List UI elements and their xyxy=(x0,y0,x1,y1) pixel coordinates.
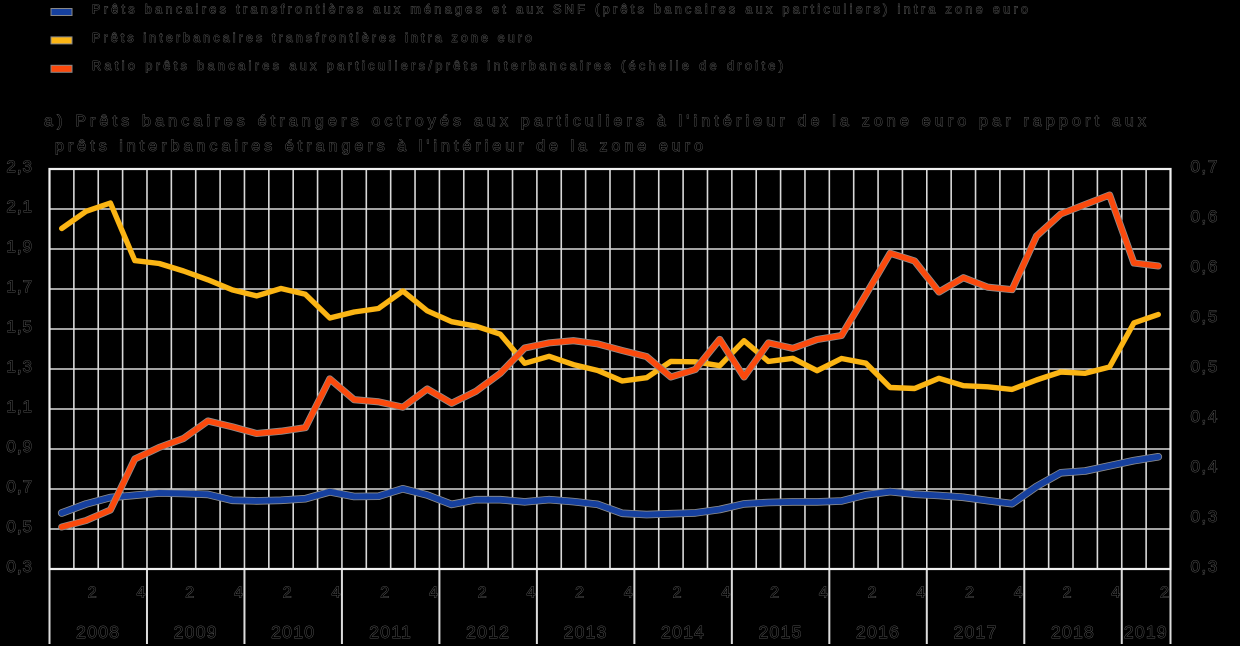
svg-text:4: 4 xyxy=(624,585,633,602)
svg-text:0,3: 0,3 xyxy=(1191,507,1219,526)
svg-text:2: 2 xyxy=(283,585,292,602)
svg-text:2009: 2009 xyxy=(174,622,218,642)
svg-text:4: 4 xyxy=(137,585,146,602)
svg-text:4: 4 xyxy=(429,585,438,602)
svg-text:4: 4 xyxy=(331,585,340,602)
svg-text:2: 2 xyxy=(380,585,389,602)
svg-text:2: 2 xyxy=(1160,585,1169,602)
svg-text:1,3: 1,3 xyxy=(6,357,33,376)
svg-text:4: 4 xyxy=(526,585,535,602)
svg-text:2,3: 2,3 xyxy=(6,157,33,176)
svg-text:0,5: 0,5 xyxy=(1191,307,1219,326)
svg-text:1,7: 1,7 xyxy=(6,277,33,296)
svg-text:0,5: 0,5 xyxy=(6,517,33,536)
svg-text:1,1: 1,1 xyxy=(6,397,33,416)
svg-text:4: 4 xyxy=(916,585,925,602)
svg-text:0,7: 0,7 xyxy=(6,477,33,496)
svg-text:0,4: 0,4 xyxy=(1191,457,1219,476)
svg-text:2016: 2016 xyxy=(856,622,900,642)
svg-text:1,9: 1,9 xyxy=(6,237,33,256)
svg-text:2008: 2008 xyxy=(76,622,120,642)
svg-text:0,6: 0,6 xyxy=(1191,257,1219,276)
svg-text:0,3: 0,3 xyxy=(1191,557,1219,576)
svg-text:2: 2 xyxy=(965,585,974,602)
svg-text:4: 4 xyxy=(1111,585,1120,602)
svg-text:2: 2 xyxy=(478,585,487,602)
svg-text:2010: 2010 xyxy=(271,622,315,642)
svg-text:2: 2 xyxy=(868,585,877,602)
svg-text:2011: 2011 xyxy=(369,622,412,642)
svg-text:Ratio prêts bancaires aux part: Ratio prêts bancaires aux particuliers/p… xyxy=(92,59,783,73)
svg-text:0,6: 0,6 xyxy=(1191,207,1219,226)
svg-text:2: 2 xyxy=(1063,585,1072,602)
svg-text:2015: 2015 xyxy=(759,622,803,642)
svg-text:2: 2 xyxy=(185,585,194,602)
svg-text:2,1: 2,1 xyxy=(6,197,33,216)
svg-text:4: 4 xyxy=(234,585,243,602)
svg-text:prêts interbancaires étrangers: prêts interbancaires étrangers à l'intér… xyxy=(55,138,703,155)
svg-text:2: 2 xyxy=(88,585,97,602)
svg-text:1,5: 1,5 xyxy=(6,317,33,336)
svg-text:2017: 2017 xyxy=(953,622,997,642)
svg-text:2013: 2013 xyxy=(564,622,608,642)
svg-text:2: 2 xyxy=(770,585,779,602)
svg-text:2014: 2014 xyxy=(661,622,705,642)
svg-text:0,9: 0,9 xyxy=(6,437,33,456)
svg-text:2: 2 xyxy=(575,585,584,602)
svg-text:2012: 2012 xyxy=(466,622,510,642)
svg-text:4: 4 xyxy=(1014,585,1023,602)
svg-text:4: 4 xyxy=(721,585,730,602)
svg-text:0,7: 0,7 xyxy=(1191,157,1219,176)
svg-text:0,5: 0,5 xyxy=(1191,357,1219,376)
svg-text:2018: 2018 xyxy=(1051,622,1095,642)
svg-text:0,4: 0,4 xyxy=(1191,407,1219,426)
svg-text:2: 2 xyxy=(673,585,682,602)
svg-text:2019: 2019 xyxy=(1124,622,1168,642)
svg-text:4: 4 xyxy=(819,585,828,602)
svg-text:0,3: 0,3 xyxy=(6,557,33,576)
